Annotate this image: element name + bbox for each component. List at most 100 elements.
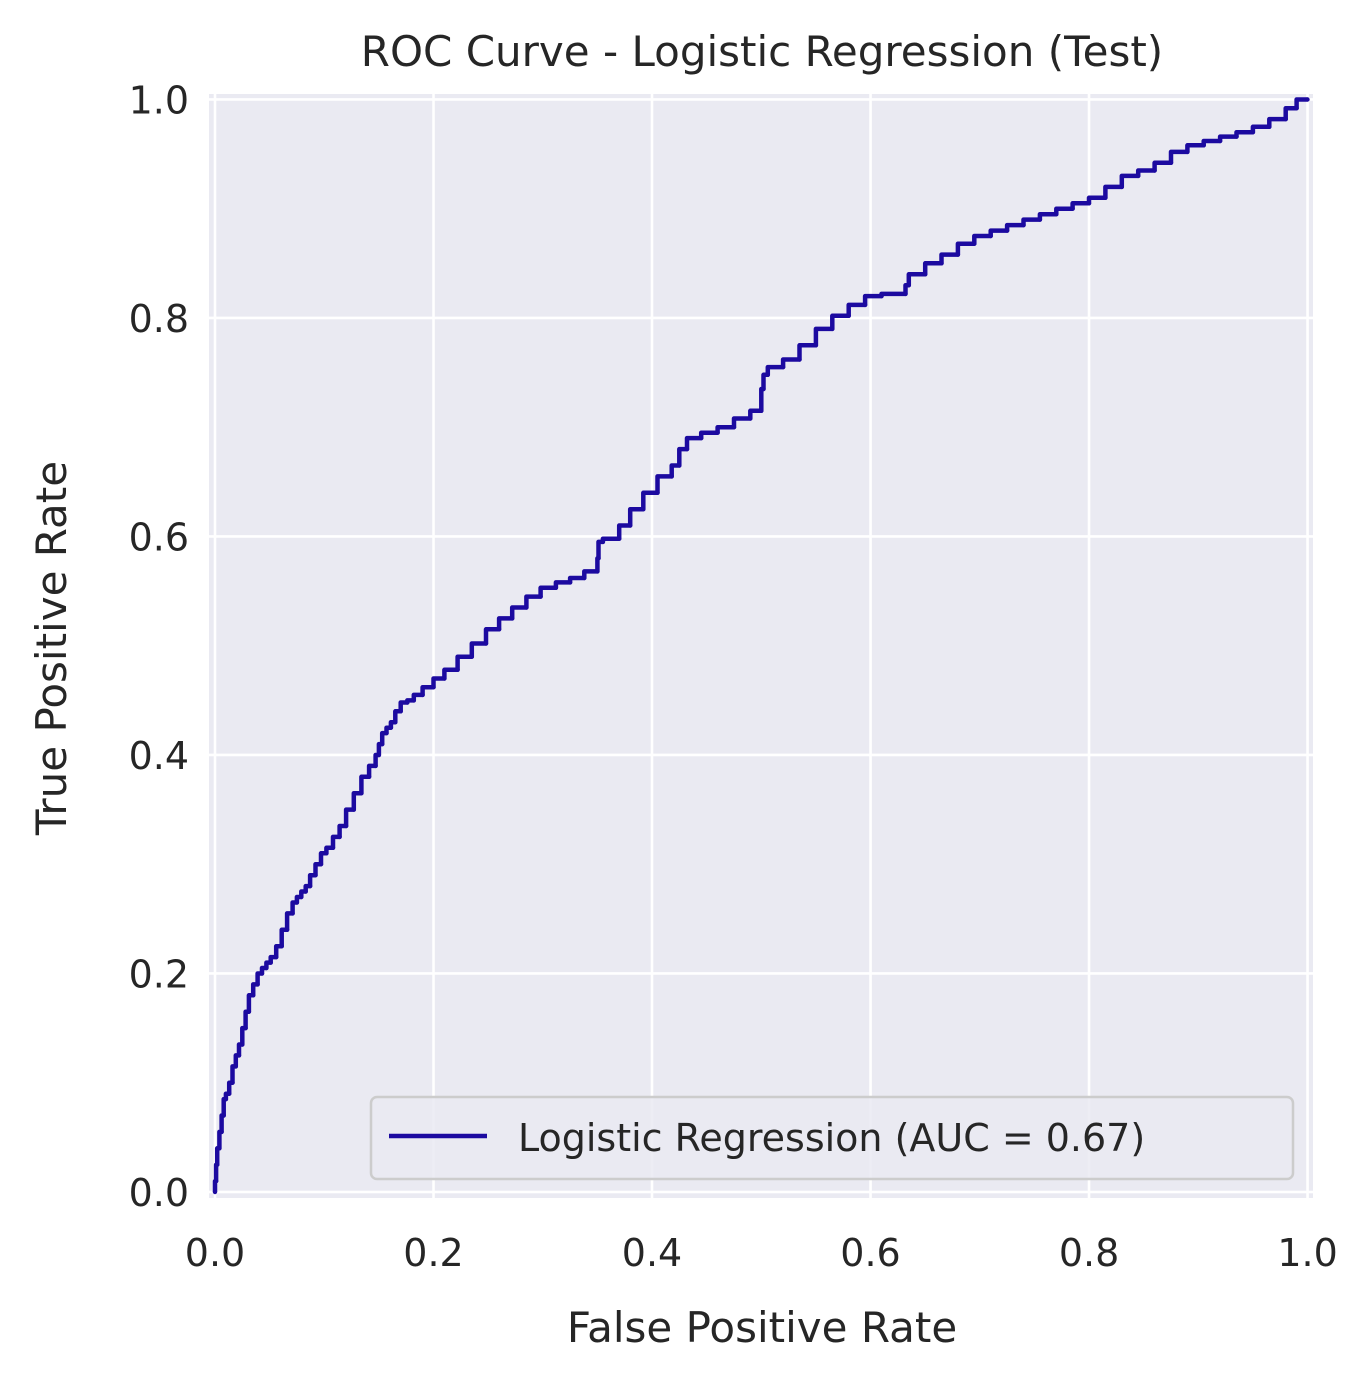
roc-point xyxy=(677,463,682,468)
roc-point xyxy=(669,474,674,479)
roc-point xyxy=(388,725,394,730)
y-tick-label: 0.6 xyxy=(129,515,189,559)
y-tick-label: 0.2 xyxy=(129,952,189,996)
roc-point xyxy=(366,774,372,779)
roc-point xyxy=(431,685,436,690)
roc-point xyxy=(496,627,502,632)
roc-point xyxy=(259,971,265,976)
roc-point xyxy=(1136,173,1141,179)
roc-point xyxy=(813,343,819,348)
x-tick-label: 0.0 xyxy=(185,1231,245,1275)
roc-point xyxy=(380,741,385,747)
roc-point xyxy=(972,241,977,246)
chart-title: ROC Curve - Logistic Regression (Test) xyxy=(361,27,1163,76)
roc-point xyxy=(1217,138,1223,144)
roc-point xyxy=(376,752,382,758)
roc-point xyxy=(264,965,269,971)
roc-point xyxy=(765,372,770,377)
roc-point xyxy=(1201,143,1206,148)
roc-point xyxy=(1283,116,1288,122)
roc-point xyxy=(761,386,766,392)
roc-point xyxy=(1119,184,1125,190)
roc-point xyxy=(213,1178,219,1184)
roc-point xyxy=(469,654,474,659)
roc-point xyxy=(299,894,304,900)
roc-point xyxy=(1054,212,1059,217)
roc-point xyxy=(398,709,403,714)
y-tick-label: 0.4 xyxy=(129,734,189,778)
legend-box xyxy=(369,1095,1295,1181)
roc-point xyxy=(359,791,364,796)
roc-point xyxy=(955,252,961,257)
roc-point xyxy=(759,408,764,413)
roc-point xyxy=(879,293,884,299)
roc-point xyxy=(284,927,290,932)
y-axis-label: True Positive Rate xyxy=(27,461,76,836)
roc-point xyxy=(330,845,336,850)
legend-entry-label: Logistic Regression (AUC = 0.67) xyxy=(518,1116,1145,1160)
roc-point xyxy=(1021,222,1026,228)
roc-point xyxy=(1037,217,1043,222)
roc-point xyxy=(582,575,587,581)
roc-point xyxy=(215,1162,220,1167)
roc-point xyxy=(1267,124,1272,129)
roc-point xyxy=(715,430,720,435)
roc-point xyxy=(221,1113,226,1118)
plot-area xyxy=(209,94,1313,1198)
roc-point xyxy=(797,357,802,362)
roc-point xyxy=(600,539,606,545)
roc-point xyxy=(780,364,786,370)
roc-point xyxy=(596,556,601,561)
roc-point xyxy=(274,954,279,960)
roc-point xyxy=(233,1064,238,1069)
roc-point xyxy=(212,1189,218,1195)
roc-point xyxy=(393,720,398,725)
roc-point xyxy=(343,823,349,829)
roc-point xyxy=(318,862,324,867)
roc-point xyxy=(1152,168,1157,173)
roc-point xyxy=(1294,106,1299,111)
x-tick-label: 1.0 xyxy=(1277,1231,1337,1275)
roc-point xyxy=(553,585,559,590)
x-tick-label: 0.8 xyxy=(1059,1231,1119,1275)
roc-point xyxy=(748,416,753,421)
roc-point xyxy=(230,1080,235,1085)
roc-point xyxy=(617,536,622,541)
roc-point xyxy=(731,425,737,430)
roc-point xyxy=(442,676,447,681)
roc-point xyxy=(538,594,543,599)
roc-point xyxy=(246,1009,252,1014)
roc-point xyxy=(903,291,908,297)
roc-point xyxy=(236,1053,242,1058)
roc-point xyxy=(455,667,460,672)
roc-point xyxy=(684,446,690,452)
roc-point xyxy=(255,982,260,987)
roc-point xyxy=(324,851,329,856)
roc-point xyxy=(628,523,633,528)
tick-labels: 0.0 0.2 0.4 0.6 0.8 1.0 0.0 0.2 0.4 0.6 0.8 1.0 xyxy=(129,78,1338,1275)
roc-point xyxy=(384,730,389,736)
roc-point xyxy=(1004,228,1010,233)
roc-point xyxy=(405,700,410,705)
roc-point xyxy=(846,313,851,318)
roc-point xyxy=(290,911,295,916)
y-tick-label: 0.8 xyxy=(129,297,189,341)
roc-point xyxy=(567,580,573,585)
roc-point xyxy=(307,883,313,889)
roc-point xyxy=(227,1091,232,1096)
roc-point xyxy=(988,233,993,239)
roc-point xyxy=(1250,130,1256,135)
roc-point xyxy=(223,1096,229,1102)
roc-point xyxy=(294,900,300,905)
grid xyxy=(209,94,1313,1198)
roc-point xyxy=(240,1042,245,1047)
roc-point xyxy=(373,763,378,769)
roc-point xyxy=(1305,97,1310,102)
roc-point xyxy=(862,302,868,308)
roc-point xyxy=(411,698,416,703)
legend: Logistic Regression (AUC = 0.67) xyxy=(369,1095,1295,1181)
roc-point xyxy=(1086,201,1092,206)
roc-point xyxy=(420,692,425,698)
